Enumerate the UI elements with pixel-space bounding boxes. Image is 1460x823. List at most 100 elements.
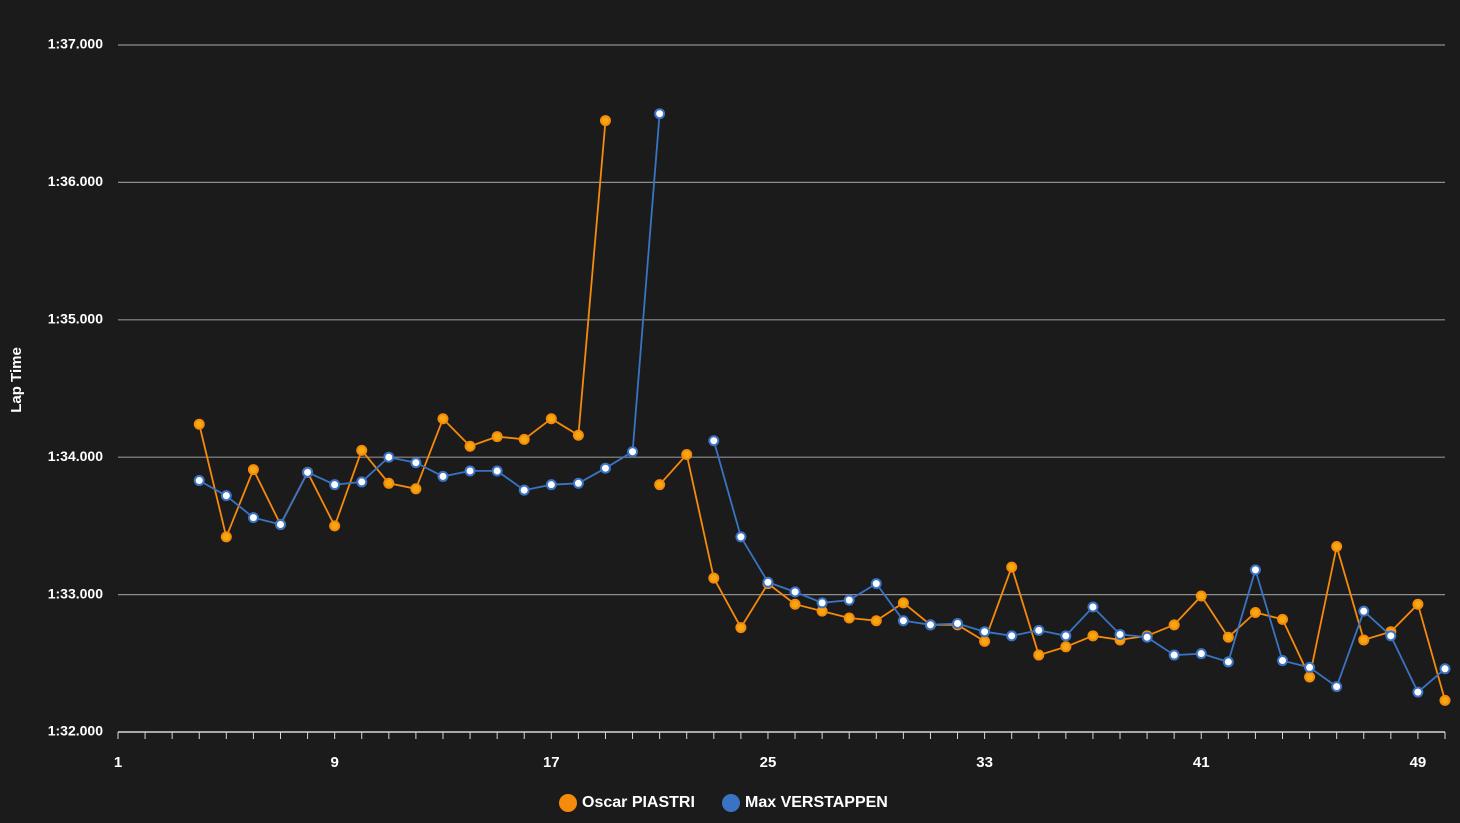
data-point[interactable]: [979, 626, 991, 638]
data-point[interactable]: [870, 578, 882, 590]
data-point[interactable]: [220, 490, 232, 502]
x-tick-label: 17: [543, 754, 560, 771]
legend-label: Max VERSTAPPEN: [745, 794, 888, 811]
data-point[interactable]: [437, 413, 449, 425]
data-point[interactable]: [356, 476, 368, 488]
data-point[interactable]: [1168, 649, 1180, 661]
data-point[interactable]: [1195, 648, 1207, 660]
series-1: [193, 108, 1451, 698]
data-point[interactable]: [843, 612, 855, 624]
legend-swatch: [559, 794, 577, 812]
data-point[interactable]: [735, 622, 747, 634]
data-point[interactable]: [1331, 541, 1343, 553]
data-point[interactable]: [1249, 564, 1261, 576]
data-point[interactable]: [789, 586, 801, 598]
data-point[interactable]: [491, 431, 503, 443]
data-point[interactable]: [464, 440, 476, 452]
data-point[interactable]: [843, 594, 855, 606]
data-point[interactable]: [708, 572, 720, 584]
data-point[interactable]: [545, 413, 557, 425]
data-point[interactable]: [654, 108, 666, 120]
data-point[interactable]: [1060, 641, 1072, 653]
data-point[interactable]: [410, 483, 422, 495]
data-point[interactable]: [464, 465, 476, 477]
data-point[interactable]: [599, 115, 611, 127]
data-point[interactable]: [979, 635, 991, 647]
data-point[interactable]: [1439, 694, 1451, 706]
data-point[interactable]: [518, 433, 530, 445]
data-point[interactable]: [1249, 606, 1261, 618]
data-point[interactable]: [329, 520, 341, 532]
data-point[interactable]: [681, 448, 693, 460]
data-point[interactable]: [437, 470, 449, 482]
legend-item[interactable]: Oscar PIASTRI: [559, 794, 695, 812]
data-point[interactable]: [870, 615, 882, 627]
data-point[interactable]: [193, 475, 205, 487]
data-point[interactable]: [247, 464, 259, 476]
x-tick-labels: 1 9 17 25 33 41 49: [114, 754, 1426, 771]
data-point[interactable]: [572, 429, 584, 441]
data-point[interactable]: [1412, 598, 1424, 610]
data-point[interactable]: [1060, 630, 1072, 642]
data-point[interactable]: [654, 479, 666, 491]
data-point[interactable]: [924, 619, 936, 631]
data-point[interactable]: [816, 597, 828, 609]
data-point[interactable]: [1033, 649, 1045, 661]
y-tick-label: 1:37.000: [48, 36, 103, 52]
data-point[interactable]: [1141, 631, 1153, 643]
data-point[interactable]: [410, 457, 422, 469]
data-point[interactable]: [735, 531, 747, 543]
data-point[interactable]: [1358, 605, 1370, 617]
data-point[interactable]: [383, 451, 395, 463]
data-point[interactable]: [329, 479, 341, 491]
data-point[interactable]: [220, 531, 232, 543]
data-point[interactable]: [762, 576, 774, 588]
data-point[interactable]: [627, 446, 639, 458]
data-point[interactable]: [1385, 630, 1397, 642]
data-point[interactable]: [193, 418, 205, 430]
data-point[interactable]: [545, 479, 557, 491]
series-line: [658, 452, 1446, 701]
data-point[interactable]: [302, 466, 314, 478]
data-point[interactable]: [599, 462, 611, 474]
data-point[interactable]: [1087, 601, 1099, 613]
data-point[interactable]: [1412, 686, 1424, 698]
data-point[interactable]: [1195, 590, 1207, 602]
data-point[interactable]: [1439, 663, 1451, 675]
data-point[interactable]: [491, 465, 503, 477]
data-point[interactable]: [383, 477, 395, 489]
data-point[interactable]: [897, 597, 909, 609]
data-point[interactable]: [247, 512, 259, 524]
y-gridlines: [118, 44, 1445, 596]
data-point[interactable]: [1304, 671, 1316, 683]
data-point[interactable]: [518, 484, 530, 496]
data-point[interactable]: [1006, 561, 1018, 573]
data-point[interactable]: [1006, 630, 1018, 642]
data-point[interactable]: [952, 617, 964, 629]
data-point[interactable]: [1304, 661, 1316, 673]
data-point[interactable]: [1087, 630, 1099, 642]
data-point[interactable]: [1331, 681, 1343, 693]
data-point[interactable]: [1277, 613, 1289, 625]
data-point[interactable]: [1222, 656, 1234, 668]
y-tick-label: 1:36.000: [48, 173, 103, 189]
x-tick-label: 25: [760, 754, 777, 771]
series-line: [198, 120, 607, 540]
legend-item[interactable]: Max VERSTAPPEN: [722, 794, 888, 812]
data-point[interactable]: [708, 435, 720, 447]
y-tick-label: 1:34.000: [48, 448, 103, 464]
data-point[interactable]: [572, 477, 584, 489]
x-tick-label: 49: [1410, 754, 1427, 771]
data-point[interactable]: [274, 519, 286, 531]
data-point[interactable]: [1222, 631, 1234, 643]
y-tick-labels: 1:32.000 1:33.000 1:34.000 1:35.000 1:36.000…: [48, 36, 103, 739]
data-point[interactable]: [1114, 628, 1126, 640]
x-axis: [117, 731, 1446, 739]
data-point[interactable]: [897, 615, 909, 627]
data-point[interactable]: [1033, 624, 1045, 636]
data-point[interactable]: [1358, 634, 1370, 646]
data-point[interactable]: [1277, 655, 1289, 667]
data-point[interactable]: [356, 444, 368, 456]
data-point[interactable]: [789, 598, 801, 610]
data-point[interactable]: [1168, 619, 1180, 631]
